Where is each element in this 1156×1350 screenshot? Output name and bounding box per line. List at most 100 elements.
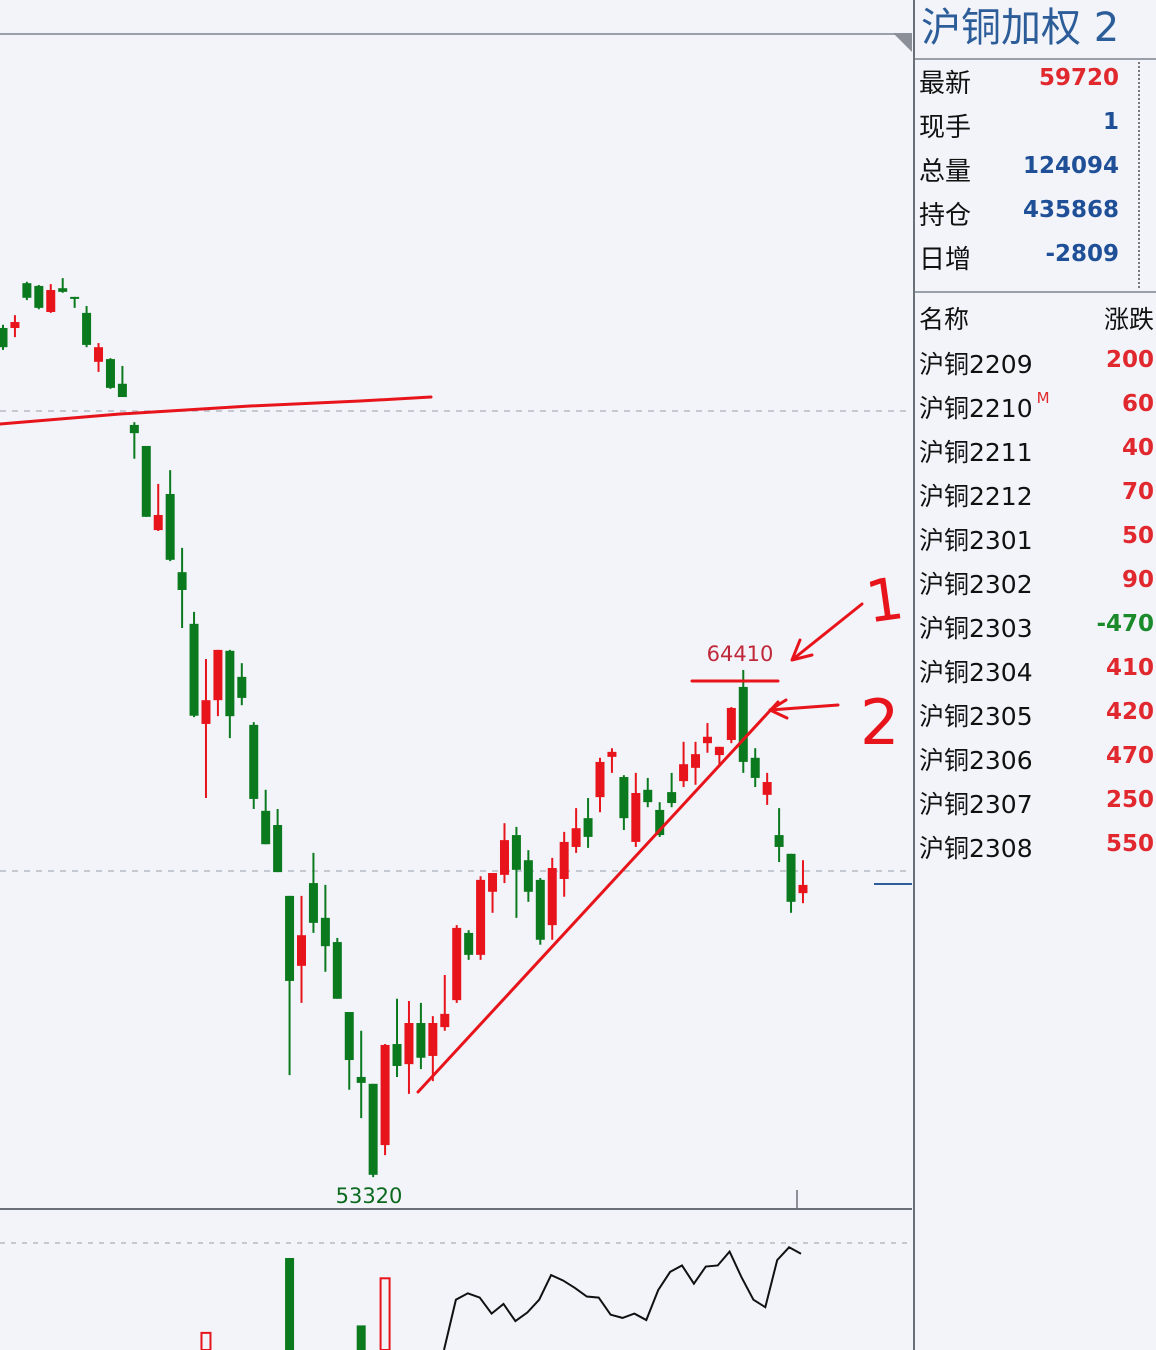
candle-body [94, 347, 104, 362]
contract-name: 沪铜2303 [919, 609, 1037, 645]
candle-body [583, 818, 593, 837]
candle-body [499, 840, 509, 875]
candle-body [619, 777, 629, 819]
contract-row[interactable]: 沪铜2304 410 [919, 653, 1154, 693]
candle [691, 741, 701, 785]
candle-body [404, 1022, 414, 1065]
candle-body [488, 873, 498, 892]
candle [368, 1083, 378, 1178]
contract-row[interactable]: 沪铜2305 420 [919, 697, 1154, 737]
candle [201, 659, 211, 799]
contract-change: 50 [1121, 523, 1154, 549]
quote-panel: 沪铜加权 2 最新 59720 现手 1 总量 124094 持仓 435868 日增 -2809… [913, 0, 1156, 1350]
candle-body [58, 288, 68, 292]
candle [428, 1016, 438, 1082]
volume-bar [379, 1277, 391, 1350]
contract-name-text: 沪铜2304 [919, 658, 1033, 687]
contract-row[interactable]: 沪铜2307 250 [919, 785, 1154, 825]
contract-row[interactable]: 沪铜2306 470 [919, 741, 1154, 781]
candle-body [511, 835, 521, 870]
divider [915, 58, 1156, 60]
contract-name: 沪铜2304 [919, 653, 1037, 689]
contract-row[interactable]: 沪铜2302 90 [919, 565, 1154, 605]
contract-name-text: 沪铜2212 [919, 482, 1033, 511]
quote-row: 最新 59720 [919, 63, 1119, 103]
candle [189, 611, 199, 718]
quote-label: 最新 [919, 69, 972, 99]
candle [141, 445, 151, 517]
contract-name-text: 沪铜2307 [919, 790, 1033, 819]
contract-name: 沪铜2306 [919, 741, 1037, 777]
candle [82, 306, 92, 348]
candle [499, 823, 509, 884]
trend-line [416, 700, 780, 1094]
candle [0, 324, 8, 350]
quote-label: 日增 [919, 245, 972, 275]
candle [308, 852, 318, 933]
contract-row[interactable]: 沪铜2303 -470 [919, 609, 1154, 649]
candle [750, 748, 760, 788]
contract-name: 沪铜2212 [919, 477, 1037, 513]
candle-body [523, 860, 533, 892]
candle [153, 483, 163, 532]
volume-bar [200, 1331, 212, 1350]
candle [488, 873, 498, 913]
candle [46, 284, 56, 313]
contract-row[interactable]: 沪铜2301 50 [919, 521, 1154, 561]
candle-body [344, 1012, 354, 1061]
contract-name: 沪铜2211 [919, 433, 1037, 469]
candle-body [129, 424, 139, 434]
arrow-2-icon [768, 698, 840, 720]
contract-change: 550 [1105, 831, 1154, 857]
contract-row[interactable]: 沪铜2211 40 [919, 433, 1154, 473]
indicator-line [443, 1246, 802, 1350]
candle-body [786, 853, 796, 902]
candlestick-chart: 64410 53320 1 2 [0, 33, 912, 1350]
contract-name-text: 沪铜2306 [919, 746, 1033, 775]
candle [762, 772, 772, 805]
contract-name-text: 沪铜2211 [919, 438, 1033, 467]
contract-row[interactable]: 沪铜2209 200 [919, 345, 1154, 385]
contract-row[interactable]: 沪铜2308 550 [919, 829, 1154, 869]
column-header-name: 名称 [919, 305, 970, 334]
contract-name-text: 沪铜2303 [919, 614, 1033, 643]
divider [915, 291, 1156, 293]
candle [798, 860, 808, 904]
candle-body [117, 383, 127, 398]
contract-name: 沪铜2307 [919, 785, 1037, 821]
contract-row[interactable]: 沪铜2212 70 [919, 477, 1154, 517]
quote-value: 1 [1102, 109, 1119, 135]
candle-body [356, 1076, 366, 1083]
candle [667, 772, 677, 808]
contract-name-text: 沪铜2301 [919, 526, 1033, 555]
candle-body [105, 359, 115, 388]
candle [571, 808, 581, 853]
candle-body [643, 789, 653, 803]
quote-value: 124094 [1022, 153, 1119, 179]
contract-name: 沪铜2308 [919, 829, 1037, 865]
candle [631, 772, 641, 847]
candle-body [153, 514, 163, 531]
contract-name: 沪铜2302 [919, 565, 1037, 601]
candle-body [237, 676, 247, 698]
candle-body [607, 751, 617, 757]
candle-body [738, 686, 748, 762]
candle [129, 422, 139, 459]
candle [619, 775, 629, 831]
candle [738, 670, 748, 773]
candle [607, 748, 617, 773]
candle [404, 1001, 414, 1094]
candle-body [440, 1013, 450, 1028]
candle [249, 722, 259, 810]
contract-change: 90 [1121, 567, 1154, 593]
candle [297, 895, 306, 1003]
contracts-header: 名称 涨跌 [919, 300, 1154, 340]
quote-value: 435868 [1022, 197, 1119, 223]
annotation-2: 2 [860, 686, 899, 759]
contract-name-text: 沪铜2302 [919, 570, 1033, 599]
candle [261, 789, 271, 845]
candle-body [189, 623, 199, 716]
candle-body [320, 917, 330, 947]
contract-row[interactable]: 沪铜2210 M 60 [919, 389, 1154, 429]
candle-body [714, 746, 724, 756]
